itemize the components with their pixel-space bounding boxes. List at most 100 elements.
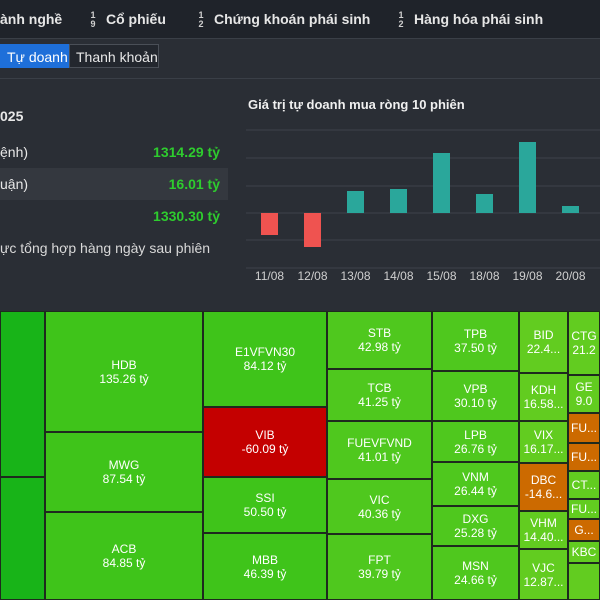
cell-value: 84.12 tỷ xyxy=(243,359,287,373)
heatmap-cell-ct[interactable]: CT... xyxy=(568,471,600,499)
summary-row-label: ệnh) xyxy=(0,144,29,160)
heatmap-cell-vic[interactable]: VIC 40.36 tỷ xyxy=(327,479,432,534)
heatmap-cell-stb[interactable]: STB 42.98 tỷ xyxy=(327,311,432,369)
cell-value: 135.26 tỷ xyxy=(99,371,149,386)
heatmap-cell-e1vfvn30[interactable]: E1VFVN30 84.12 tỷ xyxy=(203,311,327,407)
heatmap-cell-dbc[interactable]: DBC -14.6... xyxy=(519,463,568,511)
heatmap-cell-lpb[interactable]: LPB 26.76 tỷ xyxy=(432,421,519,462)
heatmap-cell[interactable] xyxy=(0,477,45,600)
cell-value: 41.01 tỷ xyxy=(358,450,401,464)
x-tick-label: 11/08 xyxy=(255,269,284,283)
heatmap-cell-ctg[interactable]: CTG 21.2 xyxy=(568,311,600,375)
cell-symbol: VJC xyxy=(532,560,555,575)
heatmap-cell-ssi[interactable]: SSI 50.50 tỷ xyxy=(203,477,327,533)
heatmap-cell-fu[interactable]: FU... xyxy=(568,413,600,443)
x-tick-label: 14/08 xyxy=(383,269,413,283)
heatmap-cell-vpb[interactable]: VPB 30.10 tỷ xyxy=(432,371,519,421)
heatmap-cell-g[interactable]: G... xyxy=(568,519,600,541)
heatmap-cell-kbc[interactable]: KBC xyxy=(568,541,600,563)
net-buy-chart: 11/08 12/08 13/08 14/08 15/08 18/08 19/08 20/08 xyxy=(246,129,600,283)
heatmap-cell-bid[interactable]: BID 22.4... xyxy=(519,311,568,373)
cell-symbol: CT... xyxy=(571,478,597,492)
heatmap-cell-mwg[interactable]: MWG 87.54 tỷ xyxy=(45,432,203,512)
summary-row: ệnh) 1314.29 tỷ xyxy=(0,136,228,168)
cell-symbol: G... xyxy=(574,523,594,537)
cell-symbol: STB xyxy=(367,326,392,340)
chart-bar-19-08[interactable] xyxy=(519,142,536,213)
heatmap-cell-ge[interactable]: GE 9.0 xyxy=(568,375,600,413)
cell-value: 9.0 xyxy=(575,394,593,408)
cell-value: 16.58... xyxy=(523,397,564,411)
cell-symbol: HDB xyxy=(111,357,137,372)
heatmap-cell-fuevfvnd[interactable]: FUEVFVND 41.01 tỷ xyxy=(327,421,432,479)
heatmap-cell-tcb[interactable]: TCB 41.25 tỷ xyxy=(327,369,432,421)
heatmap-cell-hdb[interactable]: HDB 135.26 tỷ xyxy=(45,311,203,432)
x-tick-label: 13/08 xyxy=(340,269,370,283)
cell-value: 25.28 tỷ xyxy=(454,526,497,540)
x-tick-label: 20/08 xyxy=(555,269,585,283)
heatmap-cell-vix[interactable]: VIX 16.17... xyxy=(519,421,568,463)
cell-value: 87.54 tỷ xyxy=(102,472,146,486)
tab-proprietary[interactable]: Tự doanh xyxy=(0,44,70,68)
summary-row-value: 1330.30 tỷ xyxy=(153,208,220,224)
heatmap-cell-dxg[interactable]: DXG 25.28 tỷ xyxy=(432,506,519,546)
cell-symbol: LPB xyxy=(464,427,487,442)
cell-value: 30.10 tỷ xyxy=(454,396,497,410)
cell-symbol: ACB xyxy=(111,542,137,556)
summary-row: uận) 16.01 tỷ xyxy=(0,168,228,200)
cell-value: 12.87... xyxy=(523,574,564,589)
cell-symbol: KDH xyxy=(530,383,557,397)
heatmap-cell-fu[interactable]: FU... xyxy=(568,499,600,519)
cell-symbol: FPT xyxy=(368,553,391,567)
cell-value: 46.39 tỷ xyxy=(243,566,287,581)
cell-symbol: E1VFVN30 xyxy=(234,345,296,359)
chart-bar-18-08[interactable] xyxy=(476,194,493,213)
heatmap-cell-acb[interactable]: ACB 84.85 tỷ xyxy=(45,512,203,600)
cell-symbol: DXG xyxy=(462,512,489,526)
cell-symbol: VHM xyxy=(530,516,557,530)
heatmap-cell[interactable] xyxy=(0,311,45,477)
cell-value: 21.2 xyxy=(572,343,596,357)
heatmap-cell-vjc[interactable]: VJC 12.87... xyxy=(519,549,568,600)
cell-symbol: FU... xyxy=(571,450,597,464)
heatmap-cell-fu[interactable]: FU... xyxy=(568,443,600,471)
cell-symbol: VPB xyxy=(463,382,488,396)
cell-value: 14.40... xyxy=(523,530,564,544)
tab-liquidity[interactable]: Thanh khoản xyxy=(69,44,159,68)
heatmap-cell-mbb[interactable]: MBB 46.39 tỷ xyxy=(203,533,327,600)
nav-item-industry[interactable]: ành nghề xyxy=(0,0,62,38)
heatmap-cell-vib[interactable]: VIB -60.09 tỷ xyxy=(203,407,327,477)
nav-item-label: Chứng khoán phái sinh xyxy=(214,11,371,27)
cell-symbol: FU... xyxy=(571,502,597,516)
heatmap-cell-msn[interactable]: MSN 24.66 tỷ xyxy=(432,546,519,600)
x-tick-label: 18/08 xyxy=(469,269,499,283)
cell-symbol: MBB xyxy=(251,552,278,567)
heatmap-cell-kdh[interactable]: KDH 16.58... xyxy=(519,373,568,421)
chart-bar-12-08[interactable] xyxy=(304,213,321,247)
cell-symbol: TPB xyxy=(463,327,488,341)
chart-bar-13-08[interactable] xyxy=(347,191,364,213)
heatmap: HDB 135.26 tỷ MWG 87.54 tỷ ACB 84.85 tỷ E1VFVN… xyxy=(0,311,600,600)
heatmap-cell-vnm[interactable]: VNM 26.44 tỷ xyxy=(432,462,519,506)
chart-bar-20-08[interactable] xyxy=(562,206,579,213)
chart-bar-14-08[interactable] xyxy=(390,189,407,213)
cell-symbol: SSI xyxy=(255,491,275,505)
chart-bar-11-08[interactable] xyxy=(261,213,278,235)
cell-symbol: TCB xyxy=(367,381,392,395)
heatmap-cell[interactable] xyxy=(568,563,600,600)
cell-symbol: MSN xyxy=(462,559,489,573)
chart-bar-15-08[interactable] xyxy=(433,153,450,213)
heatmap-cell-fpt[interactable]: FPT 39.79 tỷ xyxy=(327,534,432,600)
heatmap-cell-vhm[interactable]: VHM 14.40... xyxy=(519,511,568,549)
nav-item-label: ành nghề xyxy=(0,11,63,27)
heatmap-cell-tpb[interactable]: TPB 37.50 tỷ xyxy=(432,311,519,371)
cell-symbol: GE xyxy=(575,380,593,394)
cell-value: 37.50 tỷ xyxy=(454,341,497,355)
